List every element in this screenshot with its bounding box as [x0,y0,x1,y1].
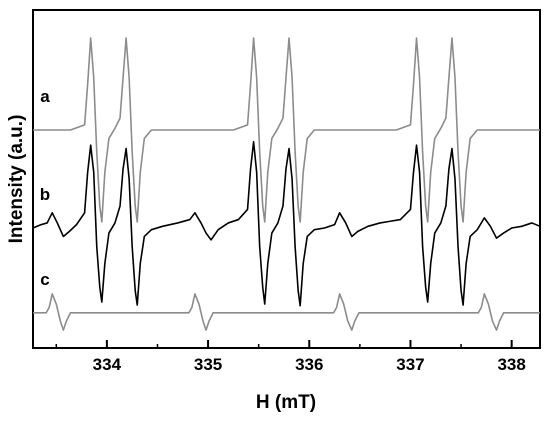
series-label: c [40,270,49,289]
series-label: b [40,185,50,204]
x-tick-label: 334 [93,355,122,374]
x-tick-label: 336 [295,355,323,374]
x-axis-title: H (mT) [256,392,316,413]
series-line [33,293,540,331]
series-line [32,141,541,307]
y-axis-title: Intensity (a.u.) [6,115,27,244]
series-label: a [40,87,50,106]
x-tick-label: 337 [396,355,424,374]
x-tick-label: 335 [194,355,222,374]
series-line [33,37,540,223]
x-tick-label: 338 [497,355,525,374]
plot-frame [32,9,541,349]
